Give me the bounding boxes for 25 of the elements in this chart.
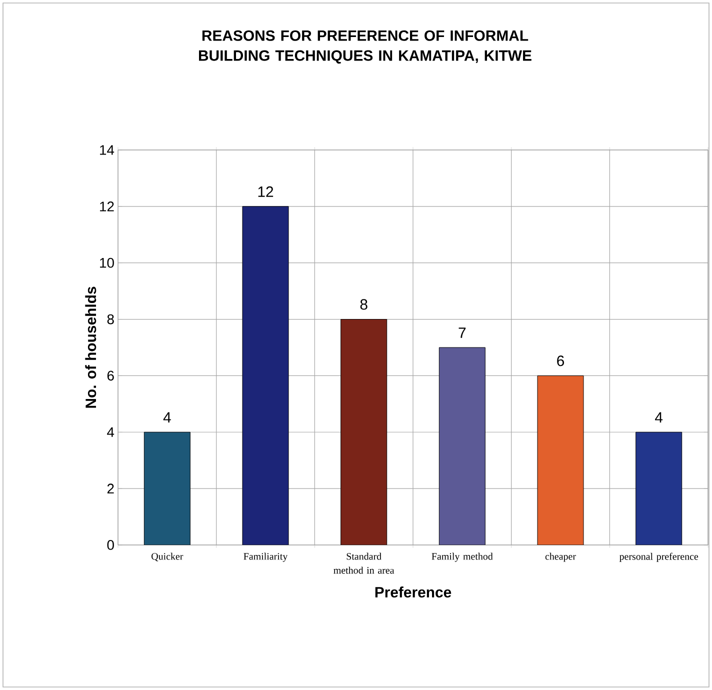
x-axis-title: Preference (375, 586, 452, 598)
y-axis-title: No. of househlds (85, 286, 96, 408)
data-label: 4 (655, 412, 663, 423)
x-tick-label: Familiarity (244, 552, 288, 562)
y-tick-label: 10 (100, 258, 114, 268)
y-tick-label: 12 (100, 202, 114, 212)
bar (242, 206, 289, 545)
x-tick-label: cheaper (545, 552, 576, 562)
data-label: 7 (458, 328, 466, 338)
y-tick-label: 4 (107, 427, 114, 437)
data-label: 6 (557, 356, 564, 366)
y-tick-label: 0 (107, 540, 114, 550)
x-tick-label: Standard method in area (334, 552, 394, 574)
x-tick-label: Quicker (152, 552, 184, 562)
x-tick-label: Family method (432, 552, 493, 562)
data-label: 8 (360, 299, 368, 310)
chart-title: REASONS FOR PREFERENCE OF INFORMAL BUILDING TECHNIQUES IN KAMATIPA, KITWE (199, 30, 532, 64)
bar (537, 375, 584, 545)
y-tick-label: 6 (107, 370, 114, 381)
y-tick-label: 14 (100, 145, 114, 155)
data-label: 4 (163, 412, 171, 423)
data-label: 12 (258, 186, 274, 197)
y-tick-label: 8 (107, 314, 114, 324)
x-tick-label: personal preference (619, 552, 698, 562)
y-tick-label: 2 (107, 484, 114, 494)
